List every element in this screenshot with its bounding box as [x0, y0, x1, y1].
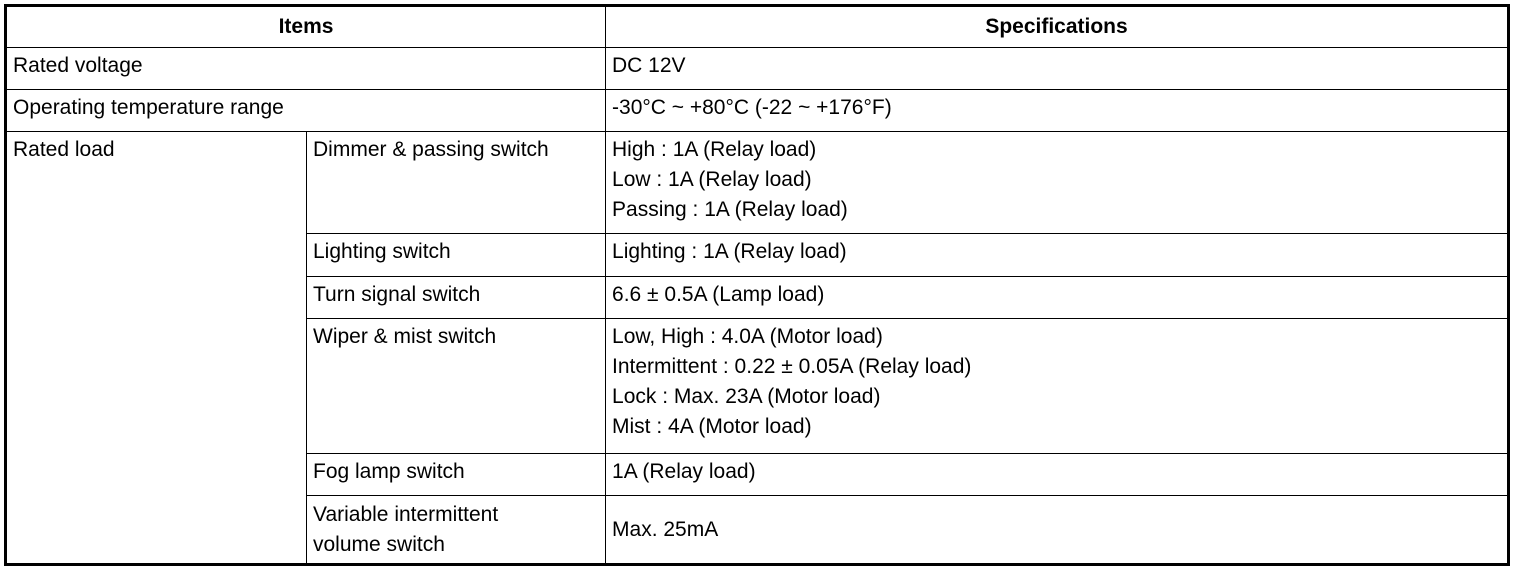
subitem-cell: Turn signal switch: [305, 276, 607, 319]
spec-cell: Lighting : 1A (Relay load): [605, 233, 1509, 277]
table-row: Lighting switch Lighting : 1A (Relay loa…: [6, 233, 1509, 277]
spec-line: High : 1A (Relay load): [612, 138, 817, 161]
subitem-cell: Lighting switch: [305, 233, 607, 277]
spec-line: Lock : Max. 23A (Motor load): [612, 385, 881, 408]
item-cell: Rated load: [5, 131, 307, 565]
subitem-cell: Variable intermittent volume switch: [305, 495, 607, 565]
subitem-cell: Dimmer & passing switch: [305, 131, 607, 234]
table-row: Rated load Dimmer & passing switch High …: [5, 131, 1509, 565]
spec-cell: 1A (Relay load): [605, 453, 1509, 496]
spec-cell: Max. 25mA: [605, 495, 1509, 565]
table-row: Operating temperature range -30°C ~ +80°…: [4, 89, 1509, 132]
header-items: Items: [4, 5, 607, 48]
spec-cell: DC 12V: [605, 47, 1509, 90]
spec-line: Low : 1A (Relay load): [612, 168, 812, 191]
subitem-cell: Wiper & mist switch: [305, 318, 607, 454]
item-cell: Rated voltage: [4, 47, 607, 90]
spec-line: Low, High : 4.0A (Motor load): [612, 325, 883, 348]
spec-cell: Low, High : 4.0A (Motor load) Intermitte…: [605, 318, 1509, 454]
table-row: Turn signal switch 6.6 ± 0.5A (Lamp load…: [6, 276, 1509, 319]
spec-line: Intermittent : 0.22 ± 0.05A (Relay load): [612, 355, 972, 378]
table-row: Fog lamp switch 1A (Relay load): [6, 453, 1509, 496]
header-specifications: Specifications: [605, 5, 1509, 48]
spec-cell: 6.6 ± 0.5A (Lamp load): [605, 276, 1509, 319]
header-row: Items Specifications: [4, 5, 1509, 48]
item-cell: Operating temperature range: [4, 89, 607, 132]
table-row: Wiper & mist switch Low, High : 4.0A (Mo…: [6, 318, 1509, 454]
spec-line: Passing : 1A (Relay load): [612, 198, 848, 221]
table-row: Variable intermittent volume switch Max.…: [6, 495, 1509, 565]
subitem-cell: Fog lamp switch: [305, 453, 607, 496]
spec-cell: -30°C ~ +80°C (-22 ~ +176°F): [605, 89, 1509, 132]
table-row: Rated voltage DC 12V: [4, 47, 1509, 90]
spec-cell: High : 1A (Relay load) Low : 1A (Relay l…: [605, 131, 1509, 234]
spec-line: Mist : 4A (Motor load): [612, 415, 812, 438]
specifications-table: Items Specifications Rated voltage DC 12…: [4, 4, 1510, 566]
